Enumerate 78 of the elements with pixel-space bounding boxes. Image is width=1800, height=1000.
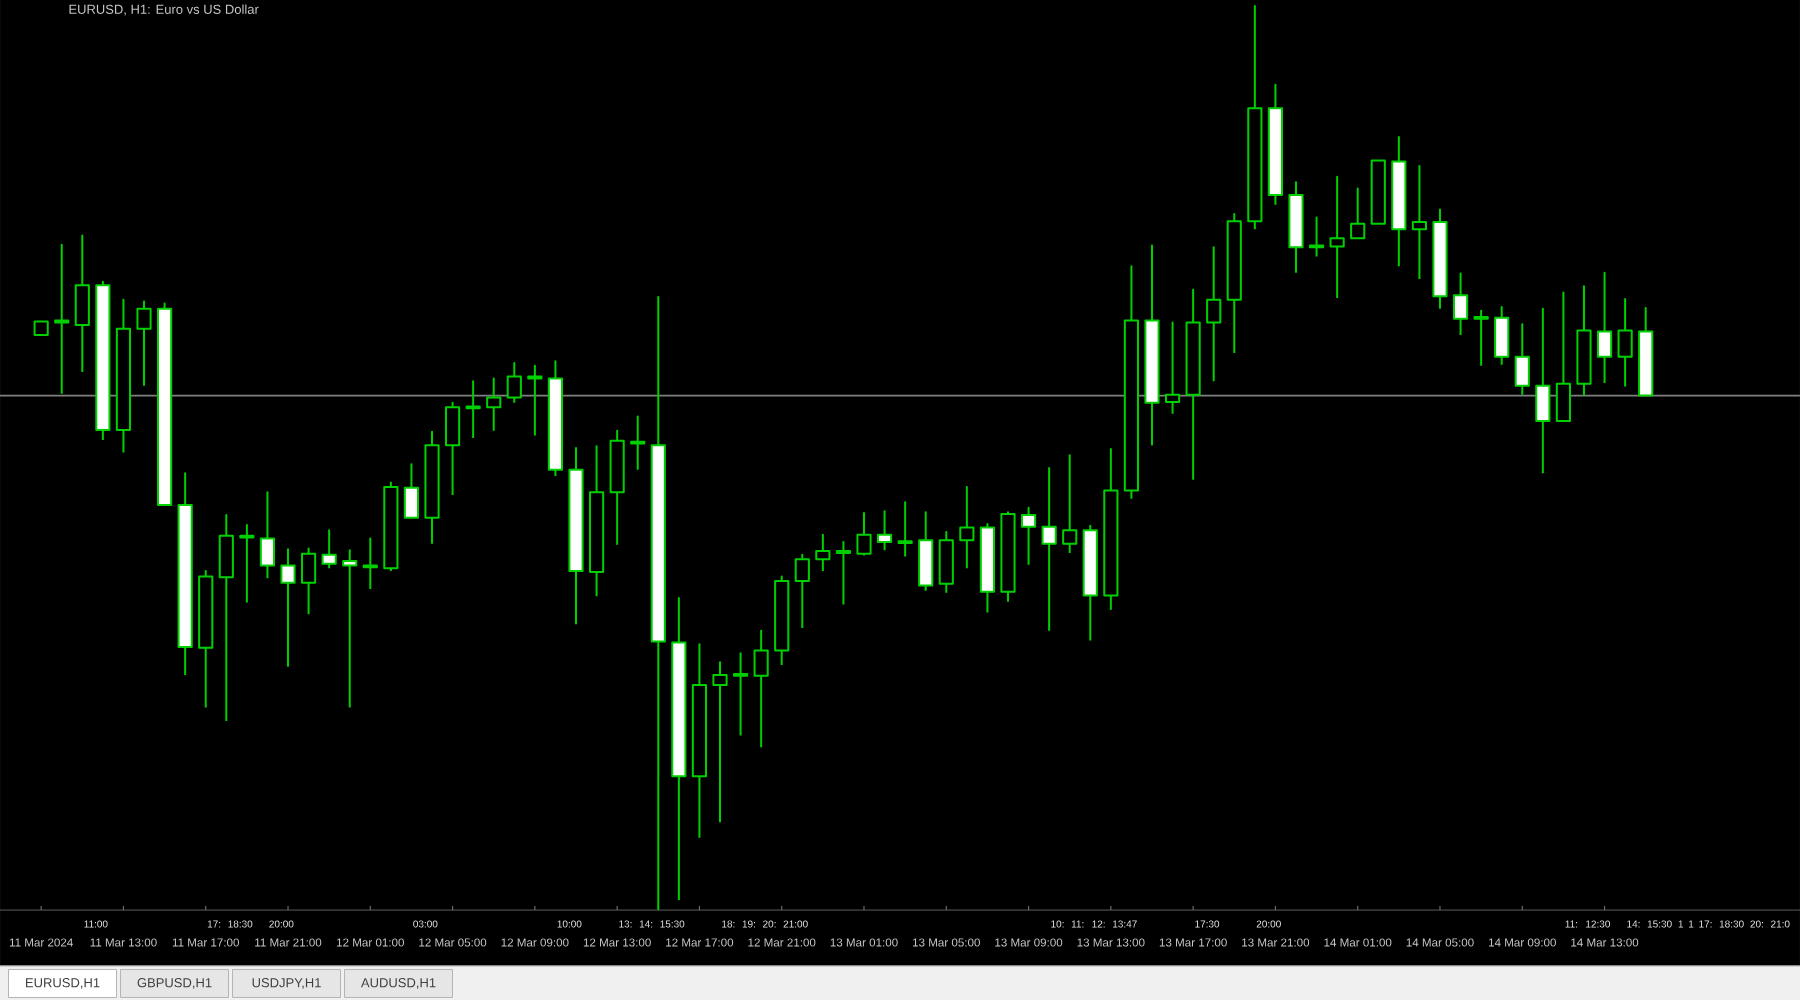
candlestick bbox=[691, 643, 708, 839]
candlestick bbox=[1103, 447, 1119, 611]
candlestick bbox=[465, 380, 481, 440]
candlestick bbox=[1185, 288, 1201, 481]
candlestick bbox=[1206, 246, 1222, 383]
candlestick bbox=[403, 463, 420, 519]
candlestick bbox=[1123, 265, 1140, 500]
candlestick bbox=[1638, 306, 1654, 397]
candlestick bbox=[671, 597, 687, 902]
candlestick bbox=[897, 501, 913, 558]
candlestick bbox=[383, 481, 399, 572]
candlestick bbox=[177, 472, 193, 676]
candlestick bbox=[1062, 454, 1078, 554]
candlestick bbox=[732, 652, 749, 737]
candlestick bbox=[1000, 511, 1016, 603]
candlestick bbox=[486, 377, 502, 432]
candlestick bbox=[54, 243, 70, 395]
candlestick bbox=[1535, 307, 1551, 475]
candlestick bbox=[1411, 164, 1427, 280]
candlestick bbox=[835, 541, 852, 606]
candlestick bbox=[876, 510, 893, 552]
candlestick bbox=[321, 529, 337, 570]
candlestick bbox=[95, 280, 111, 441]
candlestick bbox=[1370, 159, 1386, 225]
candlestick bbox=[794, 553, 810, 629]
candlestick bbox=[198, 569, 214, 709]
candlestick bbox=[1555, 291, 1571, 422]
candlestick bbox=[239, 523, 255, 604]
candlestick bbox=[959, 485, 975, 570]
candlestick bbox=[74, 234, 90, 374]
candlestick bbox=[609, 429, 625, 546]
candlestick bbox=[301, 547, 317, 616]
candlestick bbox=[218, 513, 234, 723]
candlestick bbox=[445, 401, 461, 497]
candlestick bbox=[1164, 321, 1181, 415]
candlestick bbox=[547, 360, 564, 478]
candlestick bbox=[1514, 323, 1530, 396]
candlestick bbox=[115, 298, 132, 454]
candlestick bbox=[753, 629, 769, 749]
candlestick bbox=[815, 533, 831, 572]
candlestick bbox=[1020, 506, 1037, 566]
candlestick bbox=[1473, 309, 1489, 367]
candlestick bbox=[1494, 306, 1510, 366]
candlestick bbox=[362, 537, 378, 591]
candlestick bbox=[1452, 272, 1469, 337]
candlestick bbox=[527, 364, 543, 437]
candlestick bbox=[1226, 212, 1242, 355]
candlestick bbox=[1329, 175, 1345, 299]
candlestick bbox=[506, 362, 522, 404]
candlestick bbox=[157, 302, 173, 506]
candlestick bbox=[1144, 244, 1160, 447]
candlestick bbox=[259, 491, 276, 580]
candlestick bbox=[1576, 285, 1592, 397]
candlestick bbox=[918, 511, 934, 592]
candlestick bbox=[1308, 216, 1325, 258]
candlestick bbox=[1596, 271, 1613, 384]
candlestick bbox=[712, 661, 728, 824]
candlestick bbox=[1267, 83, 1283, 206]
candlestick bbox=[856, 512, 872, 557]
candlestick bbox=[650, 296, 666, 911]
candlestick bbox=[938, 531, 954, 594]
candlestick bbox=[1432, 208, 1448, 310]
candlestick bbox=[136, 300, 152, 387]
candlestick bbox=[342, 549, 358, 709]
candlestick bbox=[979, 522, 996, 614]
candlestick bbox=[1082, 524, 1098, 642]
candlestick bbox=[1041, 466, 1057, 632]
candlestick bbox=[1350, 187, 1366, 240]
candlestick bbox=[774, 575, 790, 666]
candlestick bbox=[568, 447, 584, 626]
candlestick bbox=[589, 445, 605, 598]
candlestick bbox=[630, 415, 646, 471]
candlestick bbox=[1391, 136, 1407, 268]
candlestick bbox=[33, 320, 49, 337]
candlestick bbox=[1617, 297, 1633, 388]
candlestick bbox=[424, 430, 440, 545]
candlestick bbox=[1288, 181, 1304, 274]
candlestick bbox=[280, 548, 296, 668]
